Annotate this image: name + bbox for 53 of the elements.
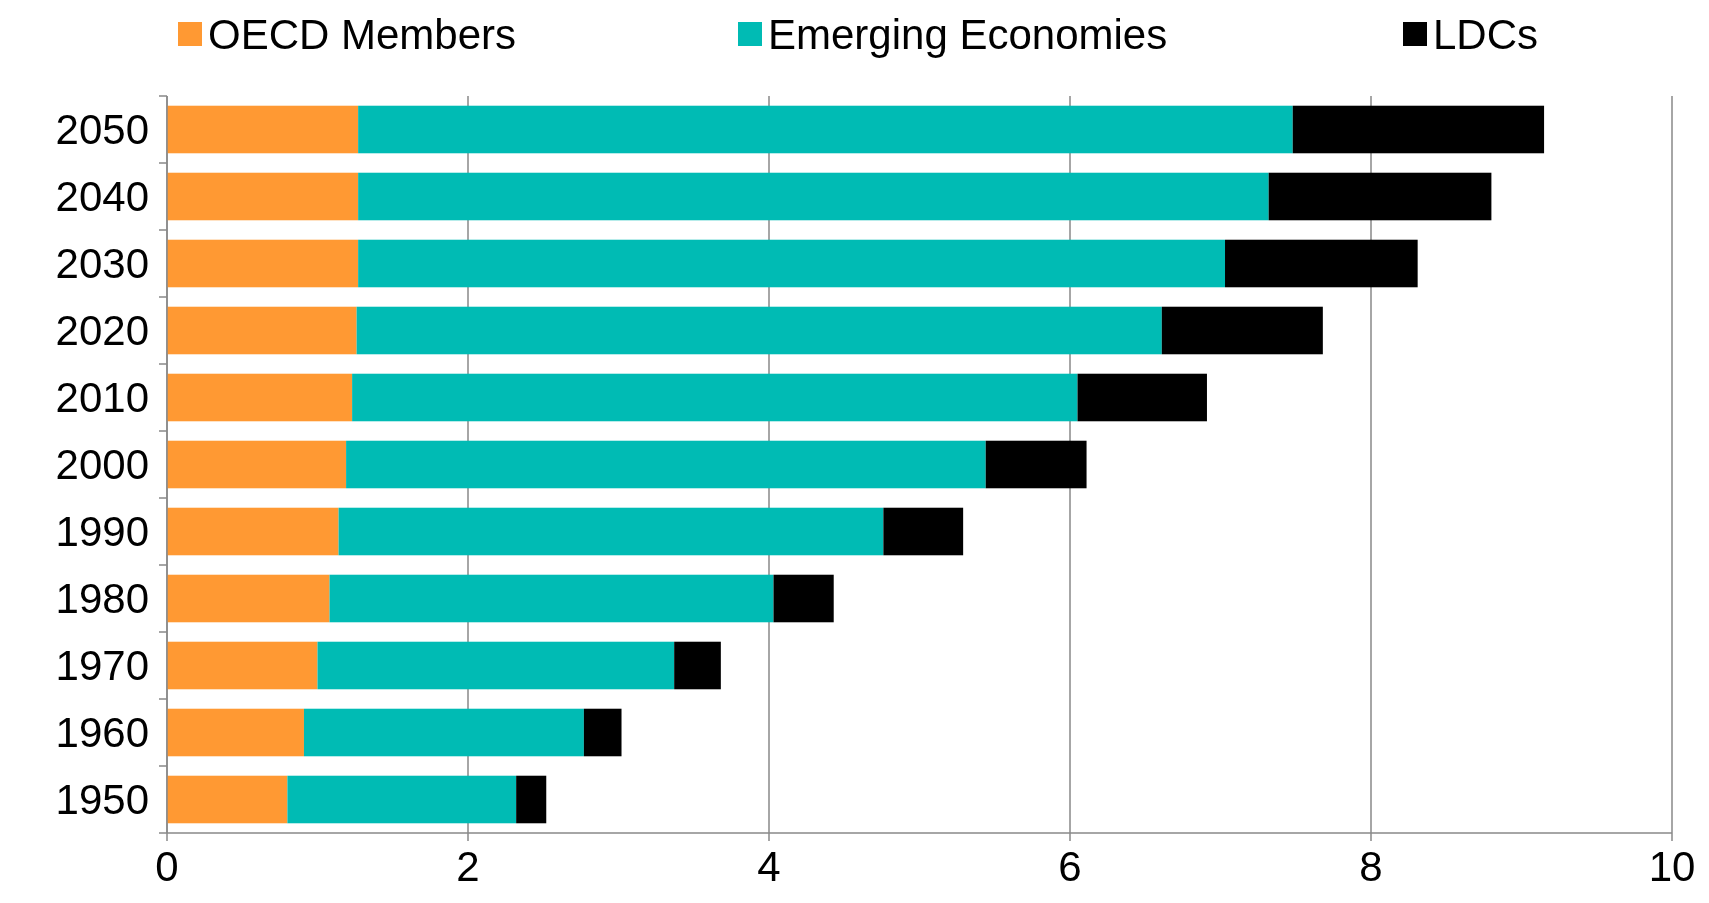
bar [1161, 306, 1323, 355]
bar [167, 306, 357, 355]
bar [773, 574, 834, 623]
legend-label: LDCs [1433, 10, 1539, 58]
y-tick-label: 2030 [55, 240, 149, 287]
y-tick-label: 2010 [55, 374, 149, 421]
y-tick-label: 2020 [55, 307, 149, 354]
bar [167, 373, 353, 422]
bar [358, 239, 1226, 288]
bar [358, 172, 1269, 221]
bar [167, 574, 330, 623]
bar [1225, 239, 1418, 288]
bar [356, 306, 1162, 355]
bar [352, 373, 1078, 422]
bar [1077, 373, 1207, 422]
y-tick-label: 1980 [55, 575, 149, 622]
legend-label: OECD Members [208, 10, 517, 58]
bar [358, 105, 1293, 154]
bar [167, 172, 359, 221]
bar [985, 440, 1087, 489]
y-tick-label: 2050 [55, 106, 149, 153]
bar [167, 775, 288, 824]
x-tick-label: 0 [155, 843, 179, 890]
bar [1292, 105, 1545, 154]
bar [338, 507, 884, 556]
x-tick-label: 10 [1648, 843, 1696, 890]
bar [1268, 172, 1492, 221]
x-tick-label: 6 [1058, 843, 1082, 890]
x-tick-label: 8 [1359, 843, 1383, 890]
x-tick-label: 4 [757, 843, 781, 890]
legend-label: Emerging Economies [768, 10, 1168, 58]
bar [674, 641, 721, 690]
bar [167, 641, 318, 690]
bar [317, 641, 675, 690]
y-tick-label: 1950 [55, 776, 149, 823]
y-tick-label: 1970 [55, 642, 149, 689]
bar [583, 708, 622, 757]
bar [167, 708, 304, 757]
bar [303, 708, 584, 757]
bar [516, 775, 547, 824]
bar [287, 775, 517, 824]
bar [883, 507, 964, 556]
bar [167, 507, 339, 556]
bar [167, 440, 347, 489]
bar [167, 239, 359, 288]
bar [167, 105, 359, 154]
bar [346, 440, 986, 489]
y-tick-label: 2000 [55, 441, 149, 488]
y-tick-label: 2040 [55, 173, 149, 220]
bar [329, 574, 774, 623]
x-tick-label: 2 [456, 843, 480, 890]
y-tick-label: 1990 [55, 508, 149, 555]
y-tick-label: 1960 [55, 709, 149, 756]
